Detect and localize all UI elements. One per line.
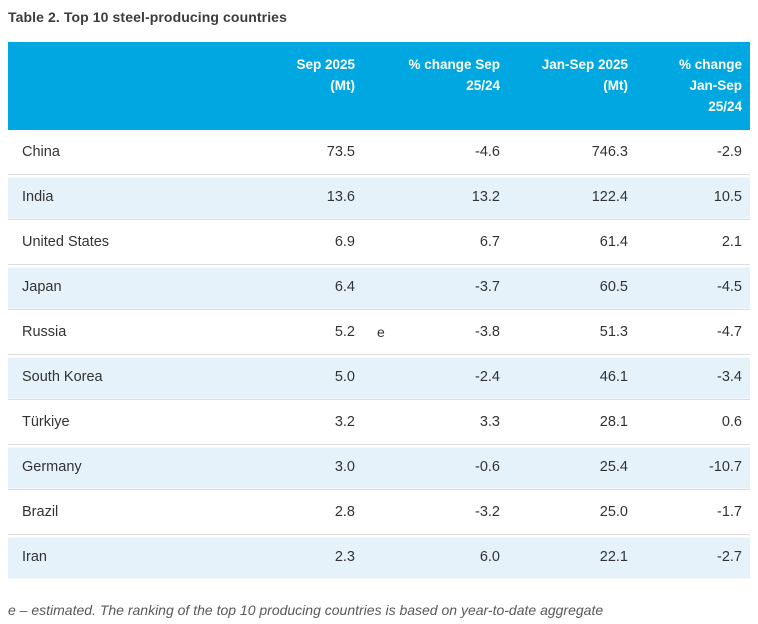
chg-sep-cell: 3.3 [363, 399, 508, 445]
country-cell: South Korea [8, 354, 208, 400]
chg-sep-cell: -4.6 [475, 144, 500, 160]
jansep-mt-cell: 61.4 [508, 219, 636, 265]
jansep-mt-cell: 122.4 [508, 174, 636, 220]
country-cell: China [22, 144, 60, 160]
table-row-south-korea: South Korea 5.0 -2.4 46.1 -3.4 [8, 354, 750, 400]
chg-jansep-cell: -2.7 [636, 534, 750, 579]
table-row-united-states: United States 6.9 6.7 61.4 2.1 [8, 219, 750, 265]
table-footnote: e – estimated. The ranking of the top 10… [8, 602, 604, 618]
sep-mt-cell: 2.3 [208, 534, 363, 579]
sep-mt-cell: 73.5 [326, 144, 355, 160]
chg-jansep-cell: -4.5 [636, 264, 750, 310]
chg-jansep-cell: -2.9 [717, 144, 742, 160]
jansep-mt-cell: 28.1 [508, 399, 636, 445]
country-cell: United States [8, 219, 208, 265]
chg-sep-cell: 6.0 [363, 534, 508, 579]
country-cell: Brazil [8, 489, 208, 535]
jansep-mt-cell: 51.3 [508, 309, 636, 355]
jansep-mt-cell: 46.1 [508, 354, 636, 400]
header-pct-change-jan-sep: % change Jan-Sep 25/24 [636, 42, 750, 130]
table-header: Sep 2025 (Mt) % change Sep 25/24 Jan-Sep… [8, 42, 750, 130]
sep-mt-cell: 5.0 [208, 354, 363, 400]
jansep-mt-cell: 746.3 [591, 144, 628, 160]
jansep-mt-cell: 25.4 [508, 444, 636, 490]
sep-mt-cell: 2.8 [208, 489, 363, 535]
chg-sep-cell: -3.2 [363, 489, 508, 535]
table-row-india: India 13.6 13.2 122.4 10.5 [8, 174, 750, 220]
country-cell: Iran [8, 534, 208, 579]
header-country [8, 42, 208, 130]
chg-jansep-cell: 0.6 [636, 399, 750, 445]
chg-jansep-cell: 2.1 [636, 219, 750, 265]
steel-production-table: Sep 2025 (Mt) % change Sep 25/24 Jan-Sep… [8, 42, 750, 579]
sep-mt-cell: 6.9 [208, 219, 363, 265]
chg-jansep-cell: 10.5 [636, 174, 750, 220]
chg-sep-cell: -3.8 [363, 309, 508, 355]
jansep-mt-cell: 22.1 [508, 534, 636, 579]
sep-mt-cell: 5.2 e [208, 309, 385, 355]
header-row: Sep 2025 (Mt) % change Sep 25/24 Jan-Sep… [8, 42, 750, 130]
table-title: Table 2. Top 10 steel-producing countrie… [8, 9, 287, 25]
country-cell: Germany [8, 444, 208, 490]
chg-sep-cell: -3.7 [363, 264, 508, 310]
table-row-turkiye: Türkiye 3.2 3.3 28.1 0.6 [8, 399, 750, 445]
table-row-china: China 73.5 -4.6 746.3 -2.9 [8, 130, 750, 175]
jansep-mt-cell: 25.0 [508, 489, 636, 535]
jansep-mt-cell: 60.5 [508, 264, 636, 310]
chg-sep-cell: -0.6 [363, 444, 508, 490]
sep-mt-cell: 6.4 [208, 264, 363, 310]
table-row-iran: Iran 2.3 6.0 22.1 -2.7 [8, 534, 750, 579]
header-sep-2025-mt: Sep 2025 (Mt) [208, 42, 363, 130]
country-cell: India [8, 174, 208, 220]
header-jan-sep-2025-mt: Jan-Sep 2025 (Mt) [508, 42, 636, 130]
table-row-germany: Germany 3.0 -0.6 25.4 -10.7 [8, 444, 750, 490]
table-body: China 73.5 -4.6 746.3 -2.9 India 13.6 13… [8, 130, 750, 579]
table-row-brazil: Brazil 2.8 -3.2 25.0 -1.7 [8, 489, 750, 535]
chg-sep-cell: 13.2 [363, 174, 508, 220]
country-cell: Türkiye [8, 399, 208, 445]
sep-mt-cell: 13.6 [208, 174, 363, 220]
chg-jansep-cell: -10.7 [636, 444, 750, 490]
table-row-russia: Russia 5.2 e -3.8 51.3 -4.7 [8, 309, 750, 355]
sep-mt-cell: 3.2 [208, 399, 363, 445]
chg-jansep-cell: -3.4 [636, 354, 750, 400]
country-cell: Japan [8, 264, 208, 310]
chg-sep-cell: -2.4 [363, 354, 508, 400]
chg-sep-cell: 6.7 [363, 219, 508, 265]
sep-mt-cell: 3.0 [208, 444, 363, 490]
chg-jansep-cell: -1.7 [636, 489, 750, 535]
country-cell: Russia [8, 309, 208, 355]
table-row-japan: Japan 6.4 -3.7 60.5 -4.5 [8, 264, 750, 310]
chg-jansep-cell: -4.7 [636, 309, 750, 355]
header-pct-change-sep: % change Sep 25/24 [363, 42, 508, 130]
